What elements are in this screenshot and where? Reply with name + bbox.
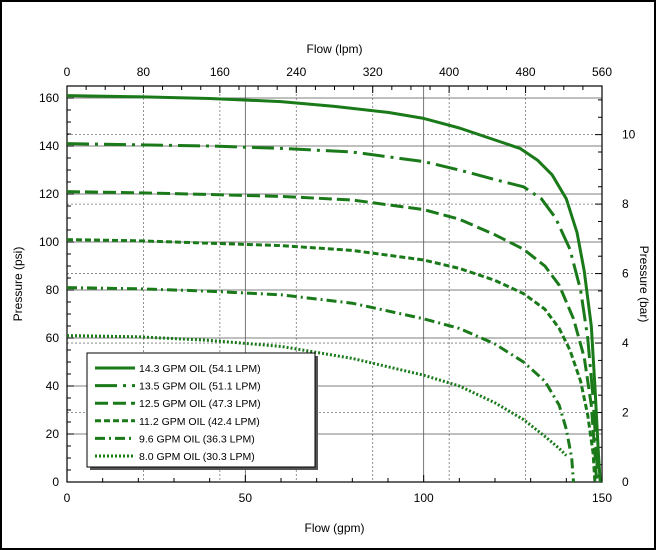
legend: 14.3 GPM OIL (54.1 LPM) 13.5 GPM OIL (51.…: [86, 352, 318, 470]
legend-label-2: 13.5 GPM OIL (51.1 LPM): [139, 381, 261, 393]
series-line-4: [66, 238, 597, 483]
tick-label-y-psi: 20: [46, 427, 60, 441]
tick-label-y-psi: 120: [39, 187, 59, 201]
legend-label-6: 8.0 GPM OIL (30.3 LPM): [139, 451, 255, 463]
x-axis-title-bottom: Flow (gpm): [304, 521, 364, 535]
tick-label-y-bar: 8: [622, 197, 629, 211]
tick-label-y-psi: 100: [39, 235, 59, 249]
tick-label-x-lpm: 560: [592, 65, 612, 79]
tick-label-y-psi: 60: [46, 331, 60, 345]
x-axis-title-top: Flow (lpm): [307, 42, 363, 56]
tick-label-x-gpm: 150: [592, 491, 612, 505]
tick-label-y-bar: 6: [622, 267, 629, 281]
tick-label-x-lpm: 80: [137, 65, 151, 79]
series-line-1: [66, 94, 602, 483]
legend-label-4: 11.2 GPM OIL (42.4 LPM): [139, 416, 260, 428]
tick-label-x-lpm: 0: [64, 65, 71, 79]
series-line-2: [66, 142, 600, 483]
tick-label-y-psi: 160: [39, 91, 59, 105]
tick-label-y-bar: 2: [622, 406, 629, 420]
y-axis-title-right: Pressure (bar): [637, 246, 651, 323]
tick-label-y-psi: 40: [46, 379, 60, 393]
tick-label-x-lpm: 480: [516, 65, 536, 79]
tick-label-x-lpm: 320: [363, 65, 383, 79]
series-line-5: [66, 286, 575, 483]
tick-label-y-psi: 140: [39, 139, 59, 153]
tick-label-x-lpm: 400: [439, 65, 459, 79]
tick-label-x-lpm: 240: [286, 65, 306, 79]
tick-label-y-psi: 0: [52, 475, 59, 489]
series-line-3: [66, 190, 599, 483]
legend-box: [86, 352, 316, 468]
tick-label-y-bar: 4: [622, 336, 629, 350]
tick-label-x-gpm: 50: [239, 491, 253, 505]
tick-label-x-gpm: 100: [414, 491, 434, 505]
legend-label-3: 12.5 GPM OIL (47.3 LPM): [139, 398, 261, 410]
tick-label-y-bar: 10: [622, 128, 636, 142]
tick-label-y-psi: 80: [46, 283, 60, 297]
legend-label-5: 9.6 GPM OIL (36.3 LPM): [139, 433, 255, 445]
series-line-6: [66, 334, 568, 457]
y-axis-title-left: Pressure (psi): [11, 247, 25, 322]
tick-label-x-gpm: 0: [64, 491, 71, 505]
tick-label-x-lpm: 160: [210, 65, 230, 79]
legend-label-1: 14.3 GPM OIL (54.1 LPM): [139, 363, 261, 375]
tick-label-y-bar: 0: [622, 475, 629, 489]
